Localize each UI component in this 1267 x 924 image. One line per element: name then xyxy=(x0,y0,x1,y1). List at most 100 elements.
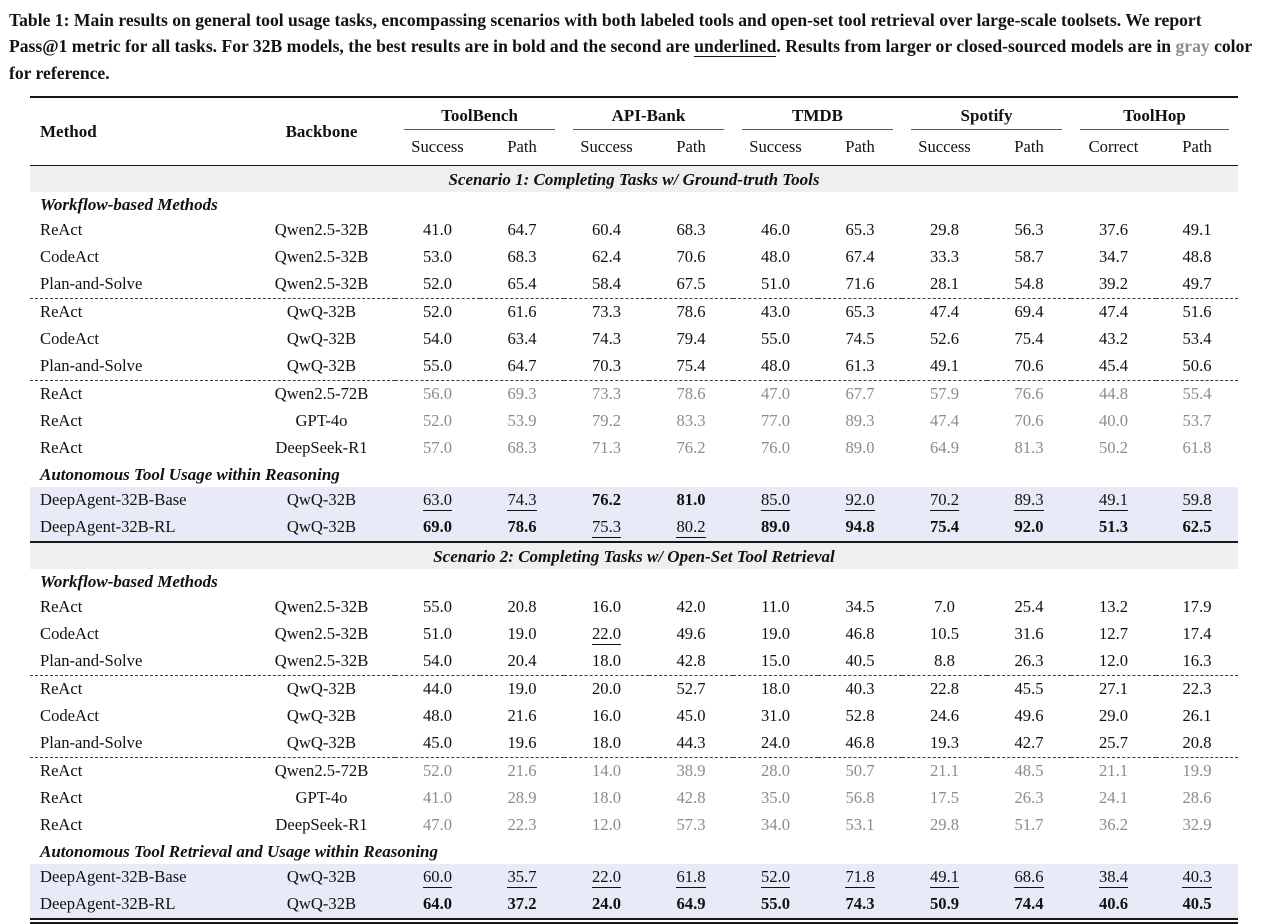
value-text: 52.8 xyxy=(845,706,875,726)
value-text: 55.0 xyxy=(422,597,453,617)
value-cell: 18.0 xyxy=(564,648,649,677)
col-header-method: Method xyxy=(30,98,248,167)
value-cell: 65.3 xyxy=(818,299,902,327)
value-text: 85.0 xyxy=(760,490,791,512)
value-cell: 51.7 xyxy=(987,812,1071,839)
value-cell: 85.0 xyxy=(733,487,818,515)
value-text: 12.0 xyxy=(591,815,622,835)
value-text: 52.7 xyxy=(676,679,706,699)
method-cell: DeepAgent-32B-Base xyxy=(30,864,248,892)
value-text: 63.0 xyxy=(422,490,453,512)
value-text: 68.3 xyxy=(676,220,706,240)
value-text: 60.0 xyxy=(422,867,453,889)
value-cell: 17.4 xyxy=(1156,621,1238,648)
value-cell: 73.3 xyxy=(564,299,649,327)
value-text: 22.3 xyxy=(507,815,537,835)
value-cell: 79.4 xyxy=(649,326,733,353)
value-text: 79.4 xyxy=(676,329,706,349)
value-text: 76.6 xyxy=(1014,384,1044,404)
value-cell: 12.7 xyxy=(1071,621,1156,648)
value-cell: 10.5 xyxy=(902,621,987,648)
group-header-toolhop: ToolHop xyxy=(1071,98,1238,131)
value-cell: 22.0 xyxy=(564,621,649,648)
value-text: 70.2 xyxy=(929,490,960,512)
value-text: 49.1 xyxy=(1182,220,1212,240)
value-text: 16.3 xyxy=(1182,651,1212,671)
sub-header-path: Path xyxy=(818,130,902,167)
value-cell: 18.0 xyxy=(564,785,649,812)
value-cell: 19.9 xyxy=(1156,758,1238,786)
value-text: 55.0 xyxy=(422,356,453,376)
table-header: Method Backbone ToolBench API-Bank TMDB Spoti… xyxy=(30,98,1238,167)
value-cell: 21.1 xyxy=(902,758,987,786)
value-cell: 47.4 xyxy=(1071,299,1156,327)
value-text: 70.6 xyxy=(1014,411,1044,431)
value-cell: 55.0 xyxy=(733,891,818,919)
value-cell: 24.0 xyxy=(564,891,649,919)
caption-segment: color for reference. xyxy=(9,36,1252,83)
value-cell: 62.5 xyxy=(1156,514,1238,544)
value-text: 51.3 xyxy=(1098,517,1129,537)
value-text: 54.8 xyxy=(1014,274,1044,294)
value-cell: 64.7 xyxy=(480,353,564,382)
value-text: 25.4 xyxy=(1014,597,1044,617)
sub-header-path: Path xyxy=(987,130,1071,167)
value-text: 17.9 xyxy=(1182,597,1212,617)
value-cell: 28.9 xyxy=(480,785,564,812)
value-text: 18.0 xyxy=(591,733,622,753)
value-cell: 67.4 xyxy=(818,244,902,271)
value-cell: 26.3 xyxy=(987,648,1071,677)
value-text: 34.5 xyxy=(845,597,875,617)
value-text: 89.0 xyxy=(760,517,791,537)
method-group-subheader-label: Workflow-based Methods xyxy=(40,572,218,592)
value-text: 51.6 xyxy=(1182,302,1212,322)
value-cell: 68.3 xyxy=(649,217,733,244)
value-text: 54.0 xyxy=(422,651,453,671)
value-cell: 14.0 xyxy=(564,758,649,786)
value-cell: 43.2 xyxy=(1071,326,1156,353)
value-text: 21.6 xyxy=(507,761,537,781)
value-cell: 38.9 xyxy=(649,758,733,786)
value-text: 70.6 xyxy=(676,247,706,267)
value-cell: 78.6 xyxy=(649,299,733,327)
backbone-cell: Qwen2.5-32B xyxy=(274,247,369,267)
table-row: ReAct GPT-4o 52.0 53.9 79.2 83.3 77.0 89.3 47.4 7… xyxy=(30,408,1238,435)
value-text: 12.0 xyxy=(1098,651,1129,671)
value-text: 68.6 xyxy=(1014,867,1044,889)
value-text: 40.3 xyxy=(1182,867,1212,889)
value-cell: 38.4 xyxy=(1071,864,1156,892)
value-cell: 61.3 xyxy=(818,353,902,382)
sub-header-success: Success xyxy=(395,130,480,167)
table-row: CodeAct QwQ-32B 54.0 63.4 74.3 79.4 55.0 74.5 52… xyxy=(30,326,1238,353)
group-header-rule xyxy=(1080,129,1229,131)
value-cell: 31.6 xyxy=(987,621,1071,648)
value-text: 74.5 xyxy=(845,329,875,349)
value-text: 41.0 xyxy=(422,220,453,240)
value-cell: 20.0 xyxy=(564,676,649,704)
backbone-cell: DeepSeek-R1 xyxy=(275,815,368,835)
value-cell: 54.0 xyxy=(395,326,480,353)
value-text: 26.3 xyxy=(1014,788,1044,808)
value-text: 61.8 xyxy=(676,867,706,889)
value-text: 29.0 xyxy=(1098,706,1129,726)
value-cell: 19.0 xyxy=(480,621,564,648)
value-cell: 27.1 xyxy=(1071,676,1156,704)
value-text: 92.0 xyxy=(1014,517,1044,537)
value-cell: 45.4 xyxy=(1071,353,1156,382)
group-header-label: API-Bank xyxy=(611,106,686,126)
value-text: 18.0 xyxy=(760,679,791,699)
method-group-subheader-label: Autonomous Tool Retrieval and Usage with… xyxy=(40,842,439,862)
value-cell: 71.3 xyxy=(564,435,649,462)
bottom-rule-1 xyxy=(30,918,1238,920)
value-text: 68.3 xyxy=(507,438,537,458)
value-cell: 40.5 xyxy=(818,648,902,677)
value-cell: 7.0 xyxy=(902,594,987,621)
value-cell: 40.3 xyxy=(1156,864,1238,892)
table-row: DeepAgent-32B-RL QwQ-32B 64.0 37.2 24.0 64.9 5… xyxy=(30,891,1238,919)
table-row: DeepAgent-32B-Base QwQ-32B 60.0 35.7 22.0 61.… xyxy=(30,864,1238,892)
method-cell: Plan-and-Solve xyxy=(30,271,248,300)
value-text: 33.3 xyxy=(929,247,960,267)
value-text: 20.8 xyxy=(507,597,537,617)
value-text: 56.3 xyxy=(1014,220,1044,240)
value-cell: 22.0 xyxy=(564,864,649,892)
